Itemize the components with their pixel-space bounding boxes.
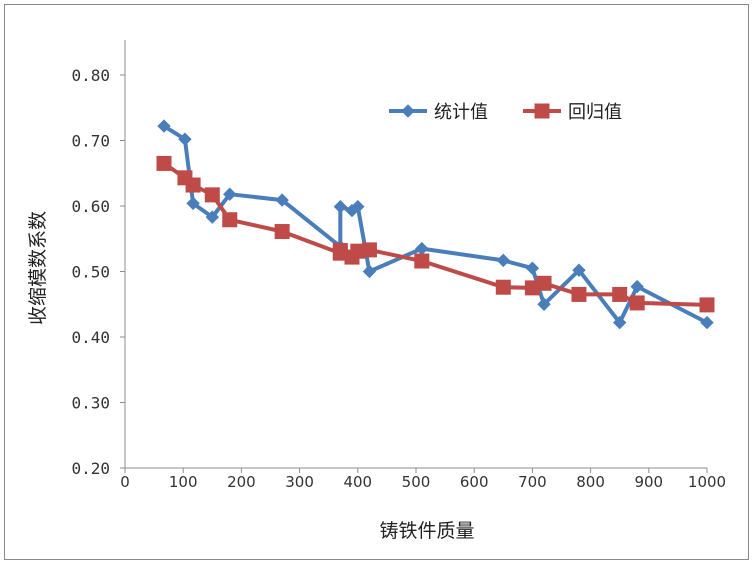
legend-marker bbox=[534, 103, 550, 119]
x-axis: 0 100 200 300 400 500 600 700 800 900 1000 bbox=[120, 467, 726, 491]
series-line bbox=[162, 161, 709, 307]
data-point bbox=[612, 286, 628, 302]
data-point bbox=[525, 261, 540, 275]
legend: 统计值 回归值 bbox=[389, 102, 622, 123]
data-point bbox=[699, 297, 715, 313]
x-tick-label: 1000 bbox=[688, 473, 726, 491]
data-point bbox=[156, 155, 172, 171]
data-point bbox=[186, 196, 200, 211]
x-tick-label: 300 bbox=[285, 473, 314, 491]
y-tick-label: 0.20 bbox=[71, 459, 110, 478]
legend-item: 统计值 bbox=[389, 102, 488, 123]
data-point bbox=[222, 212, 238, 228]
x-tick-label: 500 bbox=[402, 473, 431, 491]
data-point bbox=[361, 242, 377, 258]
x-tick-label: 0 bbox=[120, 473, 130, 491]
series-regression bbox=[156, 155, 715, 313]
x-tick-label: 200 bbox=[227, 473, 256, 491]
y-tick-label: 0.80 bbox=[71, 66, 110, 85]
data-point bbox=[185, 177, 201, 193]
chart-frame bbox=[4, 4, 749, 560]
y-axis: 0.20 0.30 0.40 0.50 0.60 0.70 0.80 bbox=[71, 40, 126, 478]
x-tick-label: 400 bbox=[343, 473, 372, 491]
y-tick-label: 0.30 bbox=[71, 394, 110, 413]
legend-item: 回归值 bbox=[523, 102, 622, 123]
x-tick-label: 900 bbox=[634, 473, 663, 491]
series-layer bbox=[156, 119, 715, 330]
data-point bbox=[157, 119, 171, 133]
y-tick-label: 0.70 bbox=[71, 132, 110, 151]
data-point bbox=[495, 279, 511, 295]
data-point bbox=[612, 315, 627, 330]
data-point bbox=[496, 253, 511, 268]
legend-label: 回归值 bbox=[568, 102, 622, 123]
data-point bbox=[700, 315, 714, 330]
data-point bbox=[223, 187, 237, 201]
x-tick-label: 100 bbox=[169, 473, 198, 491]
data-point bbox=[629, 295, 645, 311]
data-point bbox=[536, 275, 552, 291]
data-point bbox=[414, 253, 430, 269]
data-point bbox=[275, 193, 289, 207]
data-point bbox=[537, 297, 551, 311]
y-axis-title: 收缩模数系数 bbox=[27, 211, 49, 325]
y-tick-label: 0.40 bbox=[71, 328, 110, 347]
data-point bbox=[205, 210, 220, 224]
data-point bbox=[274, 224, 290, 240]
data-point bbox=[571, 286, 587, 302]
data-point bbox=[415, 241, 429, 256]
y-tick-label: 0.60 bbox=[71, 197, 110, 216]
data-point bbox=[178, 132, 192, 146]
series-stat bbox=[157, 119, 714, 330]
y-tick-label: 0.50 bbox=[71, 263, 110, 282]
data-point bbox=[630, 279, 644, 294]
x-tick-label: 700 bbox=[518, 473, 547, 491]
data-point bbox=[351, 199, 365, 214]
x-axis-title: 铸铁件质量 bbox=[379, 520, 474, 542]
legend-label: 统计值 bbox=[434, 102, 488, 123]
data-point bbox=[572, 263, 586, 277]
data-point bbox=[333, 199, 348, 214]
x-tick-label: 600 bbox=[460, 473, 489, 491]
data-point bbox=[204, 187, 220, 203]
x-tick-label: 800 bbox=[576, 473, 605, 491]
data-point bbox=[362, 264, 377, 279]
legend-marker bbox=[401, 104, 415, 118]
